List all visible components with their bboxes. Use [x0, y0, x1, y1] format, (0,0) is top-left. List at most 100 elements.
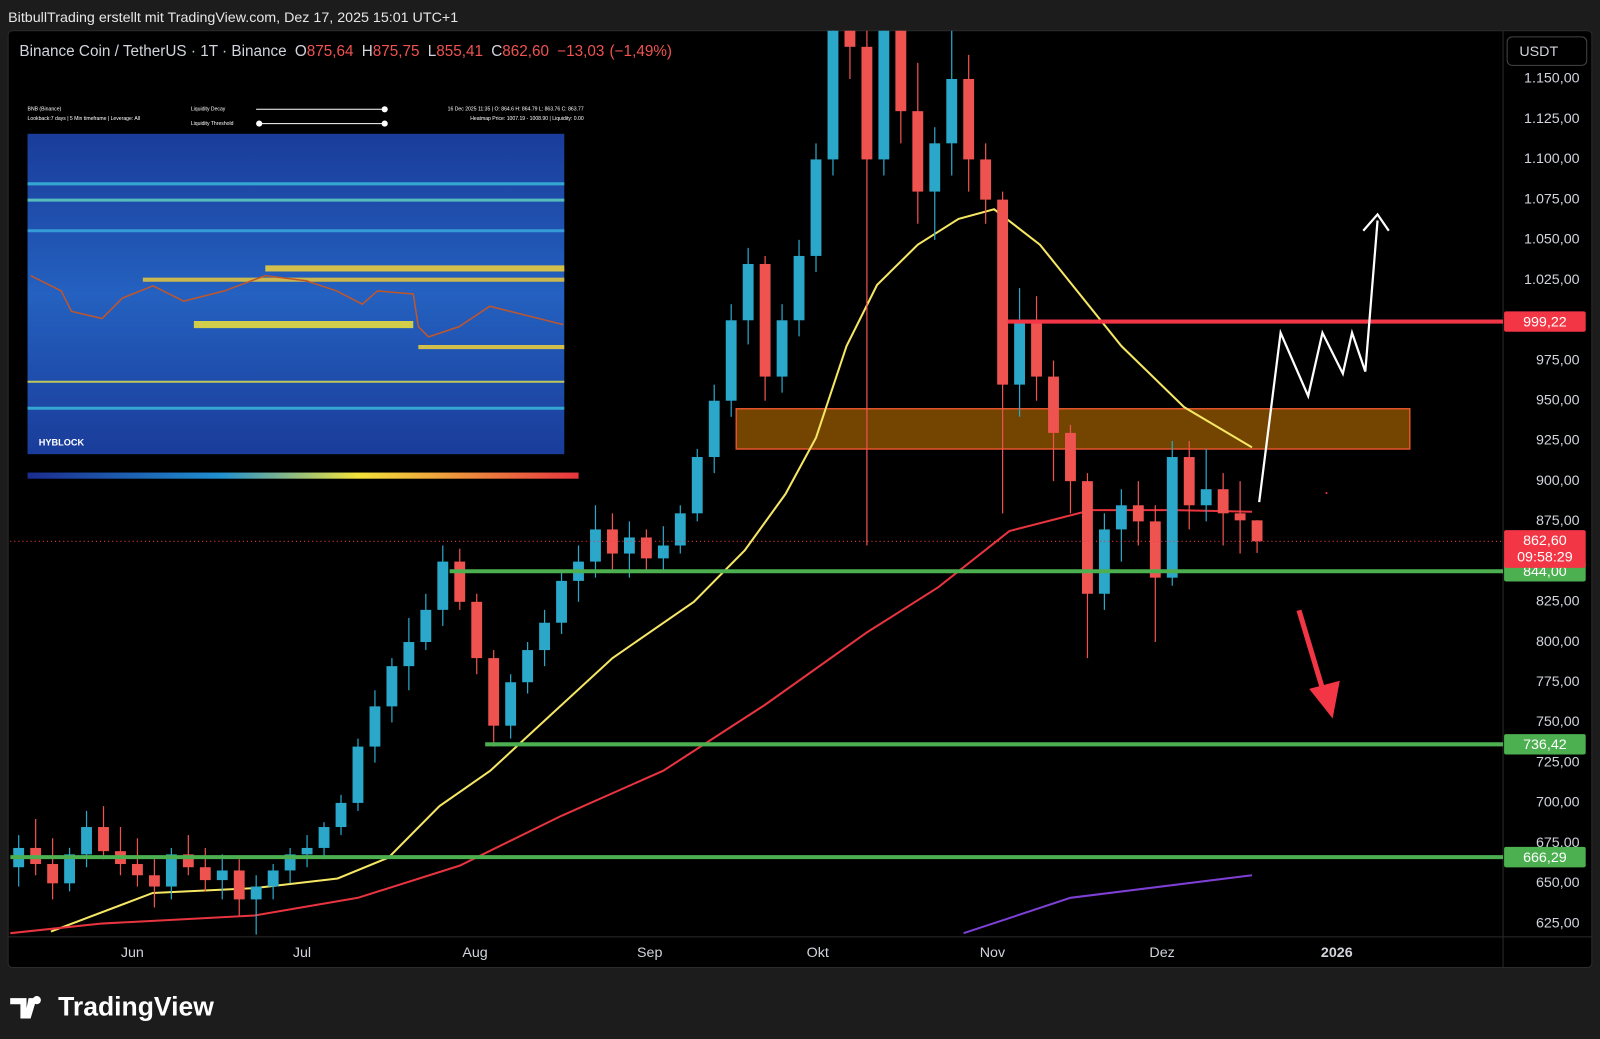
y-tick-label: 1.025,00 [1524, 272, 1580, 288]
candle-body [861, 46, 873, 160]
candle-body [301, 847, 313, 855]
inset-slider-label: Liquidity Decay [191, 107, 226, 113]
last-price-label: 862,60 [1523, 533, 1567, 549]
legend-key: L [428, 43, 437, 60]
candle-body [1183, 457, 1195, 506]
slider-knob [381, 106, 388, 113]
legend-value: 875,64 [307, 43, 354, 60]
candle-body [182, 854, 194, 868]
inset-settings: Lookback:7 days | 5 Min timeframe | Leve… [28, 116, 141, 122]
level-label: 666,29 [1523, 850, 1567, 866]
level-label: 999,22 [1523, 314, 1567, 330]
candle-body [98, 827, 109, 852]
y-tick-label: 1.125,00 [1524, 111, 1580, 127]
x-tick-label: Sep [637, 945, 662, 961]
x-tick-label: 2026 [1321, 945, 1353, 961]
y-tick-label: 650,00 [1536, 875, 1580, 891]
level-tag [1504, 846, 1586, 868]
candle-body [878, 30, 890, 160]
candle-body [539, 622, 551, 651]
inset-info: Heatmap Price: 1007.19 - 1008.90 | Liqui… [470, 116, 584, 122]
candle-body [590, 529, 601, 562]
y-tick-label: 925,00 [1536, 433, 1580, 449]
y-tick-label: 1.075,00 [1524, 191, 1580, 207]
x-tick-label: Aug [462, 945, 487, 961]
candle-body [895, 30, 907, 112]
candle-body [640, 537, 652, 559]
candle-body [1048, 376, 1059, 433]
inset-slider-label: Liquidity Threshold [191, 121, 234, 127]
color-bar [27, 472, 579, 479]
y-tick-label: 725,00 [1536, 754, 1580, 770]
moving-average [10, 509, 1253, 935]
candle-body [437, 561, 449, 610]
candle-body [997, 199, 1009, 385]
y-tick-label: 1.100,00 [1524, 151, 1580, 167]
countdown: 09:58:29 [1517, 549, 1573, 565]
currency-label[interactable]: USDT [1519, 44, 1558, 60]
y-tick-label: 1.050,00 [1524, 232, 1580, 248]
candle-body [946, 78, 958, 144]
legend-value: 875,75 [373, 43, 420, 60]
candle-body [267, 870, 279, 887]
slider-knob [256, 120, 263, 127]
candle-body [776, 320, 788, 377]
heatmap-inset: BNB (Binance) Lookback:7 days | 5 Min ti… [20, 99, 588, 485]
legend-key: O [295, 43, 307, 60]
level-label: 844,00 [1523, 564, 1567, 580]
candle-body [233, 870, 245, 900]
currency-button[interactable] [1506, 36, 1588, 66]
y-tick-label: 750,00 [1536, 714, 1580, 730]
inset-price-line [30, 274, 564, 338]
down-arrow [1296, 609, 1326, 693]
y-tick-label: 675,00 [1536, 835, 1580, 851]
candle-body [1234, 513, 1246, 521]
candle-body [403, 642, 415, 667]
logo-mark [10, 996, 41, 1019]
x-tick-label: Nov [980, 945, 1006, 961]
legend-change-pct: (−1,49%) [610, 43, 673, 60]
candle-body [369, 706, 381, 747]
candle-body [607, 529, 618, 554]
candle-body [963, 78, 975, 160]
candle-body [148, 875, 160, 887]
x-tick-label: Jun [121, 945, 144, 961]
candle-body [386, 666, 398, 707]
candle-body [827, 30, 839, 160]
candle-body [691, 457, 703, 514]
candle-body [1031, 320, 1042, 377]
candle-body [674, 513, 686, 546]
legend-key: H [362, 43, 373, 60]
candle-body [1014, 320, 1026, 385]
candle-body [1251, 520, 1263, 542]
candle-body [708, 400, 720, 458]
y-tick-label: 800,00 [1536, 634, 1580, 650]
heatmap-bands [27, 182, 565, 410]
candle-body [1217, 489, 1229, 514]
y-tick-label: 775,00 [1536, 674, 1580, 690]
y-tick-label: 975,00 [1536, 352, 1580, 368]
last-price-tag [1504, 530, 1586, 568]
candle-body [250, 886, 262, 900]
candle-body [556, 580, 567, 623]
candle-body [1132, 505, 1144, 522]
arrow-head [1362, 212, 1390, 232]
level-tag [1504, 311, 1586, 332]
legend: Binance Coin / TetherUS · 1T · Binance O8… [19, 43, 672, 60]
candle-body [929, 143, 941, 192]
scenario-arrow [1258, 220, 1379, 503]
candle-body [420, 609, 432, 643]
candle-body [165, 854, 177, 887]
candle-body [81, 827, 92, 855]
candle-body [759, 263, 771, 377]
x-tick-label: Okt [807, 945, 829, 961]
level-label: 736,42 [1523, 737, 1567, 753]
level-tag [1504, 734, 1586, 755]
x-tick-label: Jul [293, 945, 311, 961]
candle-body [1149, 521, 1161, 578]
candle-body [1098, 529, 1110, 594]
legend-title: Binance Coin / TetherUS · 1T · Binance [19, 43, 286, 60]
attribution: BitbullTrading erstellt mit TradingView.… [8, 10, 458, 26]
candle-body [199, 867, 211, 881]
